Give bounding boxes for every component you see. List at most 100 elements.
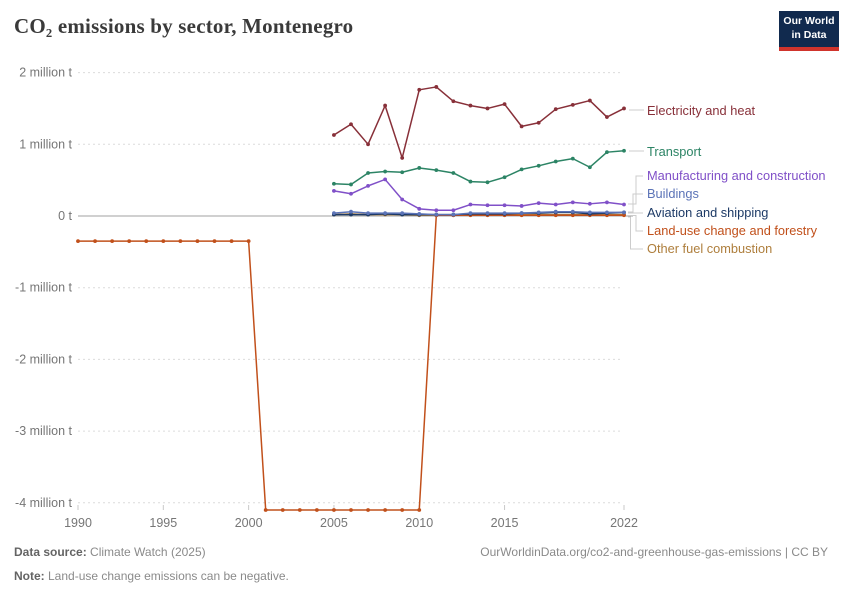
series-point-manufacturing-and-construction xyxy=(332,189,336,193)
series-point-transport xyxy=(570,156,575,161)
owid-logo-line1: Our World xyxy=(783,15,835,27)
y-axis-tick-label: -1 million t xyxy=(15,281,72,295)
series-point-manufacturing-and-construction xyxy=(366,183,370,188)
series-point-manufacturing-and-construction xyxy=(434,208,439,213)
series-point-electricity-and-heat xyxy=(485,106,490,111)
series-point-transport xyxy=(400,170,405,175)
series-point-buildings xyxy=(349,209,353,214)
series-point-manufacturing-and-construction xyxy=(536,201,541,205)
series-point-transport xyxy=(605,150,609,155)
series-point-land-use-change-and-forestry xyxy=(297,508,302,512)
series-point-manufacturing-and-construction xyxy=(383,177,388,182)
series-point-buildings xyxy=(332,211,336,216)
series-point-land-use-change-and-forestry xyxy=(570,213,575,218)
series-point-manufacturing-and-construction xyxy=(451,208,456,213)
series-point-buildings xyxy=(468,211,473,216)
series-point-manufacturing-and-construction xyxy=(553,202,558,207)
series-point-transport xyxy=(519,167,524,172)
note-value: Land-use change emissions can be negativ… xyxy=(44,569,289,583)
series-point-electricity-and-heat xyxy=(468,103,473,108)
series-point-land-use-change-and-forestry xyxy=(314,508,319,512)
series-label-manufacturing-and-construction[interactable]: Manufacturing and construction xyxy=(647,168,826,183)
x-axis-tick-label: 1990 xyxy=(64,516,92,530)
series-point-transport xyxy=(502,175,507,180)
series-point-land-use-change-and-forestry xyxy=(349,508,353,512)
series-point-buildings xyxy=(451,212,456,217)
series-point-electricity-and-heat xyxy=(451,99,456,104)
series-point-transport xyxy=(553,159,558,164)
series-point-land-use-change-and-forestry xyxy=(417,508,422,512)
x-axis-tick-label: 1995 xyxy=(149,516,177,530)
page-title: CO₂ emissions by sector, Montenegro xyxy=(14,14,354,38)
series-point-transport xyxy=(434,168,439,173)
x-axis-tick-label: 2015 xyxy=(491,516,519,530)
owid-logo-line2: in Data xyxy=(791,28,827,41)
y-axis-tick-label: 1 million t xyxy=(19,137,72,151)
label-connector-buildings xyxy=(628,193,643,213)
series-point-buildings xyxy=(366,211,370,216)
series-point-electricity-and-heat xyxy=(553,107,558,112)
series-label-transport[interactable]: Transport xyxy=(647,144,702,159)
series-point-transport xyxy=(587,165,592,170)
series-point-buildings xyxy=(400,211,405,216)
label-connector-land-use-change-and-forestry xyxy=(628,215,643,232)
label-connector-other-fuel-combustion xyxy=(628,216,643,250)
label-connector-manufacturing-and-construction xyxy=(628,175,643,205)
series-point-land-use-change-and-forestry xyxy=(263,508,268,512)
series-point-buildings xyxy=(383,211,388,216)
series-point-electricity-and-heat xyxy=(502,102,507,107)
x-axis-tick-label: 2022 xyxy=(610,516,638,530)
series-line-land-use-change-and-forestry xyxy=(78,214,624,511)
series-line-transport xyxy=(333,150,625,186)
series-point-transport xyxy=(536,163,541,168)
owid-logo: Our World in Data xyxy=(779,11,839,51)
x-axis-tick-label: 2005 xyxy=(320,516,348,530)
footer-note: Note: Land-use change emissions can be n… xyxy=(14,569,289,583)
series-point-land-use-change-and-forestry xyxy=(383,508,388,512)
series-point-buildings xyxy=(536,210,541,215)
series-point-buildings xyxy=(570,209,575,214)
series-point-land-use-change-and-forestry xyxy=(76,239,80,243)
series-point-land-use-change-and-forestry xyxy=(229,239,234,243)
series-point-buildings xyxy=(417,211,422,216)
series-point-electricity-and-heat xyxy=(536,120,541,125)
footer-link: OurWorldinData.org/co2-and-greenhouse-ga… xyxy=(480,545,828,559)
series-point-manufacturing-and-construction xyxy=(468,202,473,207)
series-line-electricity-and-heat xyxy=(333,86,625,159)
series-point-manufacturing-and-construction xyxy=(400,197,405,202)
series-point-land-use-change-and-forestry xyxy=(93,239,97,243)
series-point-land-use-change-and-forestry xyxy=(127,239,132,243)
series-label-other-fuel-combustion[interactable]: Other fuel combustion xyxy=(647,241,772,256)
series-point-buildings xyxy=(605,210,609,215)
series-point-land-use-change-and-forestry xyxy=(553,213,558,218)
series-point-manufacturing-and-construction xyxy=(502,203,507,208)
series-point-electricity-and-heat xyxy=(570,102,575,107)
series-point-manufacturing-and-construction xyxy=(622,202,626,207)
series-point-land-use-change-and-forestry xyxy=(622,213,626,218)
series-point-transport xyxy=(366,171,370,175)
series-point-land-use-change-and-forestry xyxy=(161,239,166,243)
y-axis-tick-label: 0 t xyxy=(58,209,72,223)
series-point-electricity-and-heat xyxy=(332,133,336,137)
series-point-transport xyxy=(349,182,353,187)
series-point-aviation-and-shipping xyxy=(349,212,353,217)
series-label-aviation-and-shipping[interactable]: Aviation and shipping xyxy=(647,205,768,220)
series-point-electricity-and-heat xyxy=(434,85,439,89)
note-label: Note: xyxy=(14,569,45,583)
x-axis-tick-label: 2010 xyxy=(405,516,433,530)
series-point-buildings xyxy=(485,211,490,216)
series-label-buildings[interactable]: Buildings xyxy=(647,186,699,201)
series-point-electricity-and-heat xyxy=(622,106,626,111)
series-point-electricity-and-heat xyxy=(366,142,370,147)
series-line-manufacturing-and-construction xyxy=(333,178,625,212)
series-point-transport xyxy=(468,179,473,184)
series-point-transport xyxy=(332,181,336,186)
series-point-transport xyxy=(383,169,388,174)
series-label-land-use-change-and-forestry[interactable]: Land-use change and forestry xyxy=(647,223,818,238)
series-label-electricity-and-heat[interactable]: Electricity and heat xyxy=(647,103,756,118)
series-point-buildings xyxy=(622,210,626,215)
series-point-buildings xyxy=(587,210,592,215)
series-point-transport xyxy=(622,148,626,153)
series-point-land-use-change-and-forestry xyxy=(332,508,336,512)
series-point-land-use-change-and-forestry xyxy=(144,239,149,243)
